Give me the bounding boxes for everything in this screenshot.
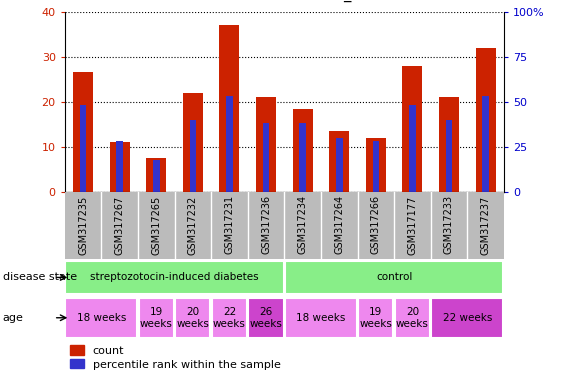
Text: 26
weeks: 26 weeks <box>249 307 283 329</box>
Bar <box>285 261 503 294</box>
Bar <box>366 138 386 192</box>
Text: GSM317237: GSM317237 <box>481 195 490 255</box>
Text: control: control <box>376 272 412 283</box>
Bar <box>226 96 233 192</box>
Text: GDS4025 / 1391235_at: GDS4025 / 1391235_at <box>196 0 367 2</box>
Text: 18 weeks: 18 weeks <box>296 313 346 323</box>
Bar <box>212 298 247 338</box>
Bar <box>153 159 159 192</box>
Bar <box>476 48 495 192</box>
Bar <box>439 97 459 192</box>
Text: GSM317265: GSM317265 <box>151 195 161 255</box>
Text: age: age <box>3 313 24 323</box>
Bar <box>190 120 196 192</box>
Text: 18 weeks: 18 weeks <box>77 313 126 323</box>
Bar <box>285 298 357 338</box>
Bar <box>482 96 489 192</box>
Bar <box>373 141 379 192</box>
Bar <box>329 131 349 192</box>
Bar <box>358 298 394 338</box>
Bar <box>65 298 137 338</box>
Bar <box>256 97 276 192</box>
Text: streptozotocin-induced diabetes: streptozotocin-induced diabetes <box>90 272 259 283</box>
Bar <box>395 298 430 338</box>
Text: 20
weeks: 20 weeks <box>396 307 429 329</box>
Bar <box>146 158 166 192</box>
Text: disease state: disease state <box>3 272 77 283</box>
Text: GSM317264: GSM317264 <box>334 195 344 255</box>
Bar <box>300 123 306 192</box>
Bar <box>65 261 284 294</box>
Text: GSM317233: GSM317233 <box>444 195 454 255</box>
Bar <box>80 105 86 192</box>
Bar <box>183 93 203 192</box>
Text: GSM317235: GSM317235 <box>78 195 88 255</box>
Text: GSM317231: GSM317231 <box>225 195 234 255</box>
Text: GSM317177: GSM317177 <box>408 195 417 255</box>
Text: GSM317234: GSM317234 <box>298 195 307 255</box>
Text: GSM317266: GSM317266 <box>371 195 381 255</box>
Text: 19
weeks: 19 weeks <box>140 307 173 329</box>
Text: GSM317232: GSM317232 <box>188 195 198 255</box>
Bar <box>175 298 211 338</box>
Bar <box>110 142 129 192</box>
Bar <box>263 123 269 192</box>
Text: GSM317236: GSM317236 <box>261 195 271 255</box>
Bar <box>336 138 342 192</box>
Bar <box>293 109 312 192</box>
Bar <box>73 73 93 192</box>
Bar <box>403 66 422 192</box>
Bar <box>138 298 174 338</box>
Bar <box>409 105 415 192</box>
Text: 19
weeks: 19 weeks <box>359 307 392 329</box>
Text: 20
weeks: 20 weeks <box>176 307 209 329</box>
Text: GSM317267: GSM317267 <box>115 195 124 255</box>
Text: 22 weeks: 22 weeks <box>443 313 492 323</box>
Text: 22
weeks: 22 weeks <box>213 307 246 329</box>
Bar <box>446 120 452 192</box>
Bar <box>431 298 503 338</box>
Bar <box>248 298 284 338</box>
Bar <box>220 25 239 192</box>
Bar <box>117 141 123 192</box>
Legend: count, percentile rank within the sample: count, percentile rank within the sample <box>70 345 280 370</box>
